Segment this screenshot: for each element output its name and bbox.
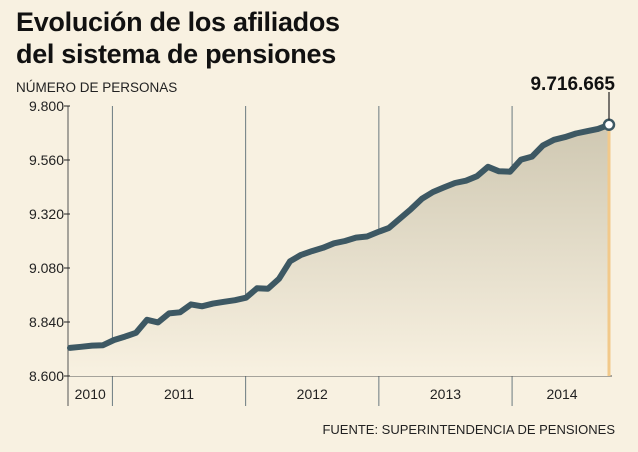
x-tick-label: 2013	[430, 386, 461, 402]
last-value-marker	[602, 118, 616, 132]
series-line	[67, 121, 612, 351]
area-fill	[70, 124, 609, 376]
y-tick-label: 9.320	[29, 206, 64, 222]
chart-title-line-2: del sistema de pensiones	[16, 39, 336, 69]
chart-title-line-1: Evolución de los afiliados	[16, 7, 340, 37]
y-tick-label: 9.800	[29, 98, 64, 114]
y-tick-label: 9.080	[29, 260, 64, 276]
y-axis-label: NÚMERO DE PERSONAS	[16, 80, 177, 95]
x-tick-label: 2012	[297, 386, 328, 402]
y-tick-label: 9.560	[29, 152, 64, 168]
y-tick-label: 8.600	[29, 368, 64, 384]
chart-title: Evolución de los afiliados del sistema d…	[16, 6, 340, 70]
x-tick-label: 2010	[75, 386, 106, 402]
y-tick-label: 8.840	[29, 314, 64, 330]
x-tick-label: 2014	[546, 386, 577, 402]
x-tick-label: 2011	[164, 386, 194, 402]
source-note: FUENTE: SUPERINTENDENCIA DE PENSIONES	[322, 422, 615, 437]
last-value-label: 9.716.665	[530, 74, 615, 95]
